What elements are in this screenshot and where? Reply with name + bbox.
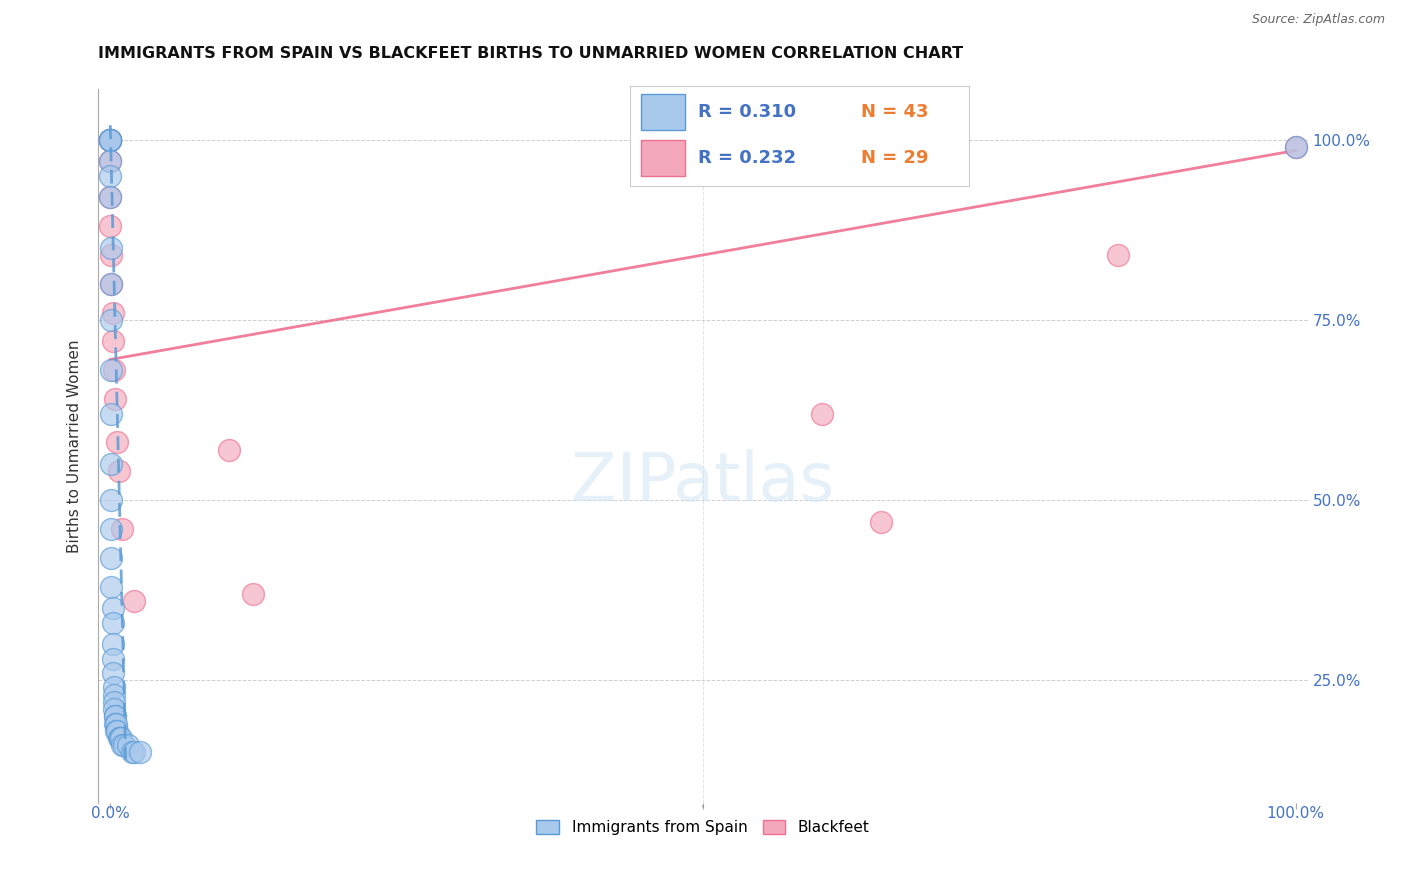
Point bbox=[100, 277, 122, 291]
Point bbox=[100, 248, 122, 262]
Text: Source: ZipAtlas.com: Source: ZipAtlas.com bbox=[1251, 13, 1385, 27]
Point bbox=[1107, 248, 1129, 262]
Point bbox=[104, 392, 127, 406]
Point bbox=[111, 522, 134, 536]
Point bbox=[104, 709, 127, 723]
Point bbox=[103, 681, 125, 695]
Point bbox=[98, 219, 121, 234]
Point bbox=[869, 515, 891, 529]
Point bbox=[100, 277, 122, 291]
Point bbox=[108, 731, 131, 745]
Point bbox=[100, 580, 122, 594]
Point bbox=[98, 133, 121, 147]
Point bbox=[100, 457, 122, 471]
Point bbox=[104, 716, 127, 731]
Point bbox=[105, 723, 128, 738]
Point bbox=[101, 651, 124, 665]
Point bbox=[100, 313, 122, 327]
Point bbox=[98, 133, 121, 147]
Point bbox=[105, 435, 128, 450]
Point bbox=[122, 594, 145, 608]
Point bbox=[100, 550, 122, 565]
Point bbox=[129, 745, 152, 759]
Point bbox=[117, 738, 139, 752]
Point bbox=[98, 133, 121, 147]
Point bbox=[98, 133, 121, 147]
Point bbox=[103, 695, 125, 709]
Point bbox=[101, 601, 124, 615]
Point bbox=[103, 363, 125, 377]
Point bbox=[111, 738, 134, 752]
Point bbox=[107, 731, 129, 745]
Text: 100.0%: 100.0% bbox=[1267, 806, 1324, 822]
Point bbox=[107, 464, 129, 478]
Point bbox=[105, 723, 128, 738]
Point bbox=[100, 363, 122, 377]
Point bbox=[242, 587, 264, 601]
Point bbox=[101, 637, 124, 651]
Point bbox=[98, 133, 121, 147]
Point bbox=[98, 190, 121, 204]
Point bbox=[100, 241, 122, 255]
Point bbox=[103, 702, 125, 716]
Point bbox=[98, 133, 121, 147]
Legend: Immigrants from Spain, Blackfeet: Immigrants from Spain, Blackfeet bbox=[530, 814, 876, 841]
Point bbox=[98, 154, 121, 169]
Point bbox=[110, 731, 132, 745]
Point bbox=[122, 745, 145, 759]
Text: 0.0%: 0.0% bbox=[91, 806, 129, 822]
Point bbox=[104, 709, 127, 723]
Point bbox=[114, 738, 136, 752]
Point bbox=[101, 334, 124, 349]
Point bbox=[121, 745, 143, 759]
Point bbox=[810, 407, 832, 421]
Y-axis label: Births to Unmarried Women: Births to Unmarried Women bbox=[67, 339, 83, 553]
Point bbox=[98, 190, 121, 204]
Point bbox=[98, 169, 121, 183]
Point bbox=[101, 615, 124, 630]
Point bbox=[103, 688, 125, 702]
Point bbox=[98, 133, 121, 147]
Text: ZIPatlas: ZIPatlas bbox=[571, 449, 835, 515]
Point bbox=[1285, 140, 1308, 154]
Point bbox=[218, 442, 240, 457]
Point bbox=[100, 493, 122, 508]
Point bbox=[101, 666, 124, 681]
Point bbox=[1285, 140, 1308, 154]
Point bbox=[100, 407, 122, 421]
Point bbox=[98, 133, 121, 147]
Point bbox=[100, 522, 122, 536]
Point bbox=[98, 154, 121, 169]
Text: IMMIGRANTS FROM SPAIN VS BLACKFEET BIRTHS TO UNMARRIED WOMEN CORRELATION CHART: IMMIGRANTS FROM SPAIN VS BLACKFEET BIRTH… bbox=[98, 45, 963, 61]
Point bbox=[101, 306, 124, 320]
Point bbox=[98, 133, 121, 147]
Point bbox=[105, 716, 128, 731]
